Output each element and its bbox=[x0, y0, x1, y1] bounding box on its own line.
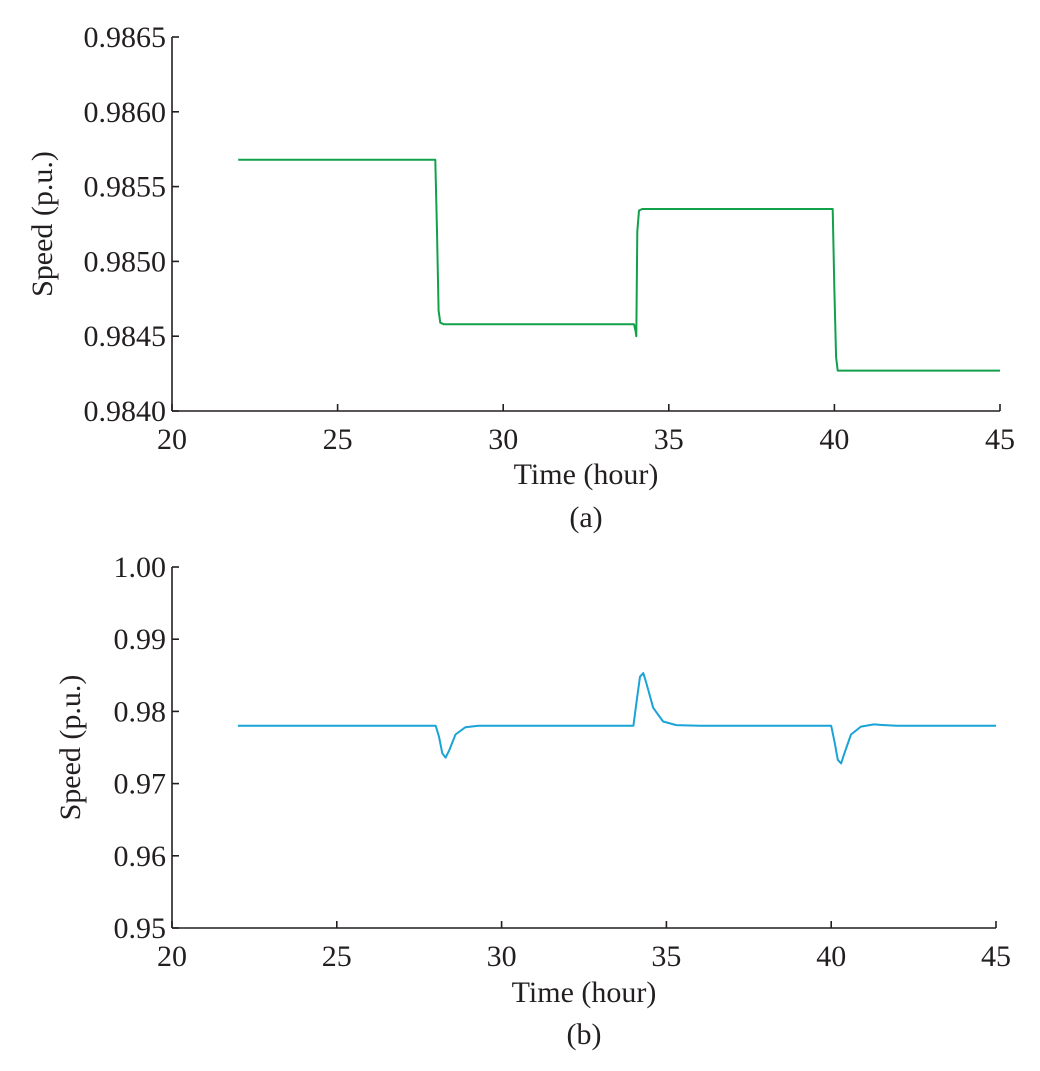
y-tick-label: 0.98 bbox=[114, 695, 167, 728]
x-tick-label: 40 bbox=[819, 423, 849, 456]
x-tick-label: 35 bbox=[654, 423, 684, 456]
y-tick-label: 0.99 bbox=[114, 623, 167, 656]
y-tick-label: 0.9845 bbox=[84, 320, 167, 353]
x-tick-label: 20 bbox=[157, 940, 187, 973]
x-tick-label: 45 bbox=[981, 940, 1011, 973]
x-axis-label: Time (hour) bbox=[512, 976, 657, 1009]
y-tick-label: 0.97 bbox=[114, 768, 167, 801]
y-tick-label: 0.9850 bbox=[84, 245, 167, 278]
x-tick-label: 30 bbox=[488, 423, 518, 456]
x-tick-label: 30 bbox=[487, 940, 517, 973]
y-axis-label: Speed (p.u.) bbox=[54, 675, 87, 821]
y-tick-label: 1.00 bbox=[114, 551, 167, 584]
y-tick-label: 0.9840 bbox=[84, 395, 167, 428]
x-axis-label: Time (hour) bbox=[514, 458, 659, 491]
panel-b: 20 25 30 35 40 45 0.95 0.96 0.97 0.98 0.99 1.00 Time… bbox=[54, 551, 1011, 1051]
x-tick-label: 40 bbox=[816, 940, 846, 973]
x-tick-label: 25 bbox=[323, 423, 353, 456]
panel-caption: (b) bbox=[567, 1018, 602, 1051]
y-tick-label: 0.96 bbox=[114, 840, 167, 873]
series-line bbox=[237, 672, 996, 765]
y-tick-label: 0.9865 bbox=[84, 21, 167, 54]
x-tick-label: 25 bbox=[322, 940, 352, 973]
y-tick-label: 0.95 bbox=[114, 912, 167, 945]
y-tick-label: 0.9855 bbox=[84, 171, 167, 204]
series-line bbox=[238, 158, 1000, 372]
x-tick-label: 45 bbox=[985, 423, 1015, 456]
x-tick-label: 20 bbox=[157, 423, 187, 456]
y-tick-label: 0.9860 bbox=[84, 96, 167, 129]
panel-caption: (a) bbox=[569, 501, 602, 534]
y-axis-label: Speed (p.u.) bbox=[26, 151, 59, 297]
panel-a: 20 25 30 35 40 45 0.9840 0.9845 0.9850 0.9855 0.98… bbox=[26, 21, 1015, 534]
x-tick-label: 35 bbox=[651, 940, 681, 973]
